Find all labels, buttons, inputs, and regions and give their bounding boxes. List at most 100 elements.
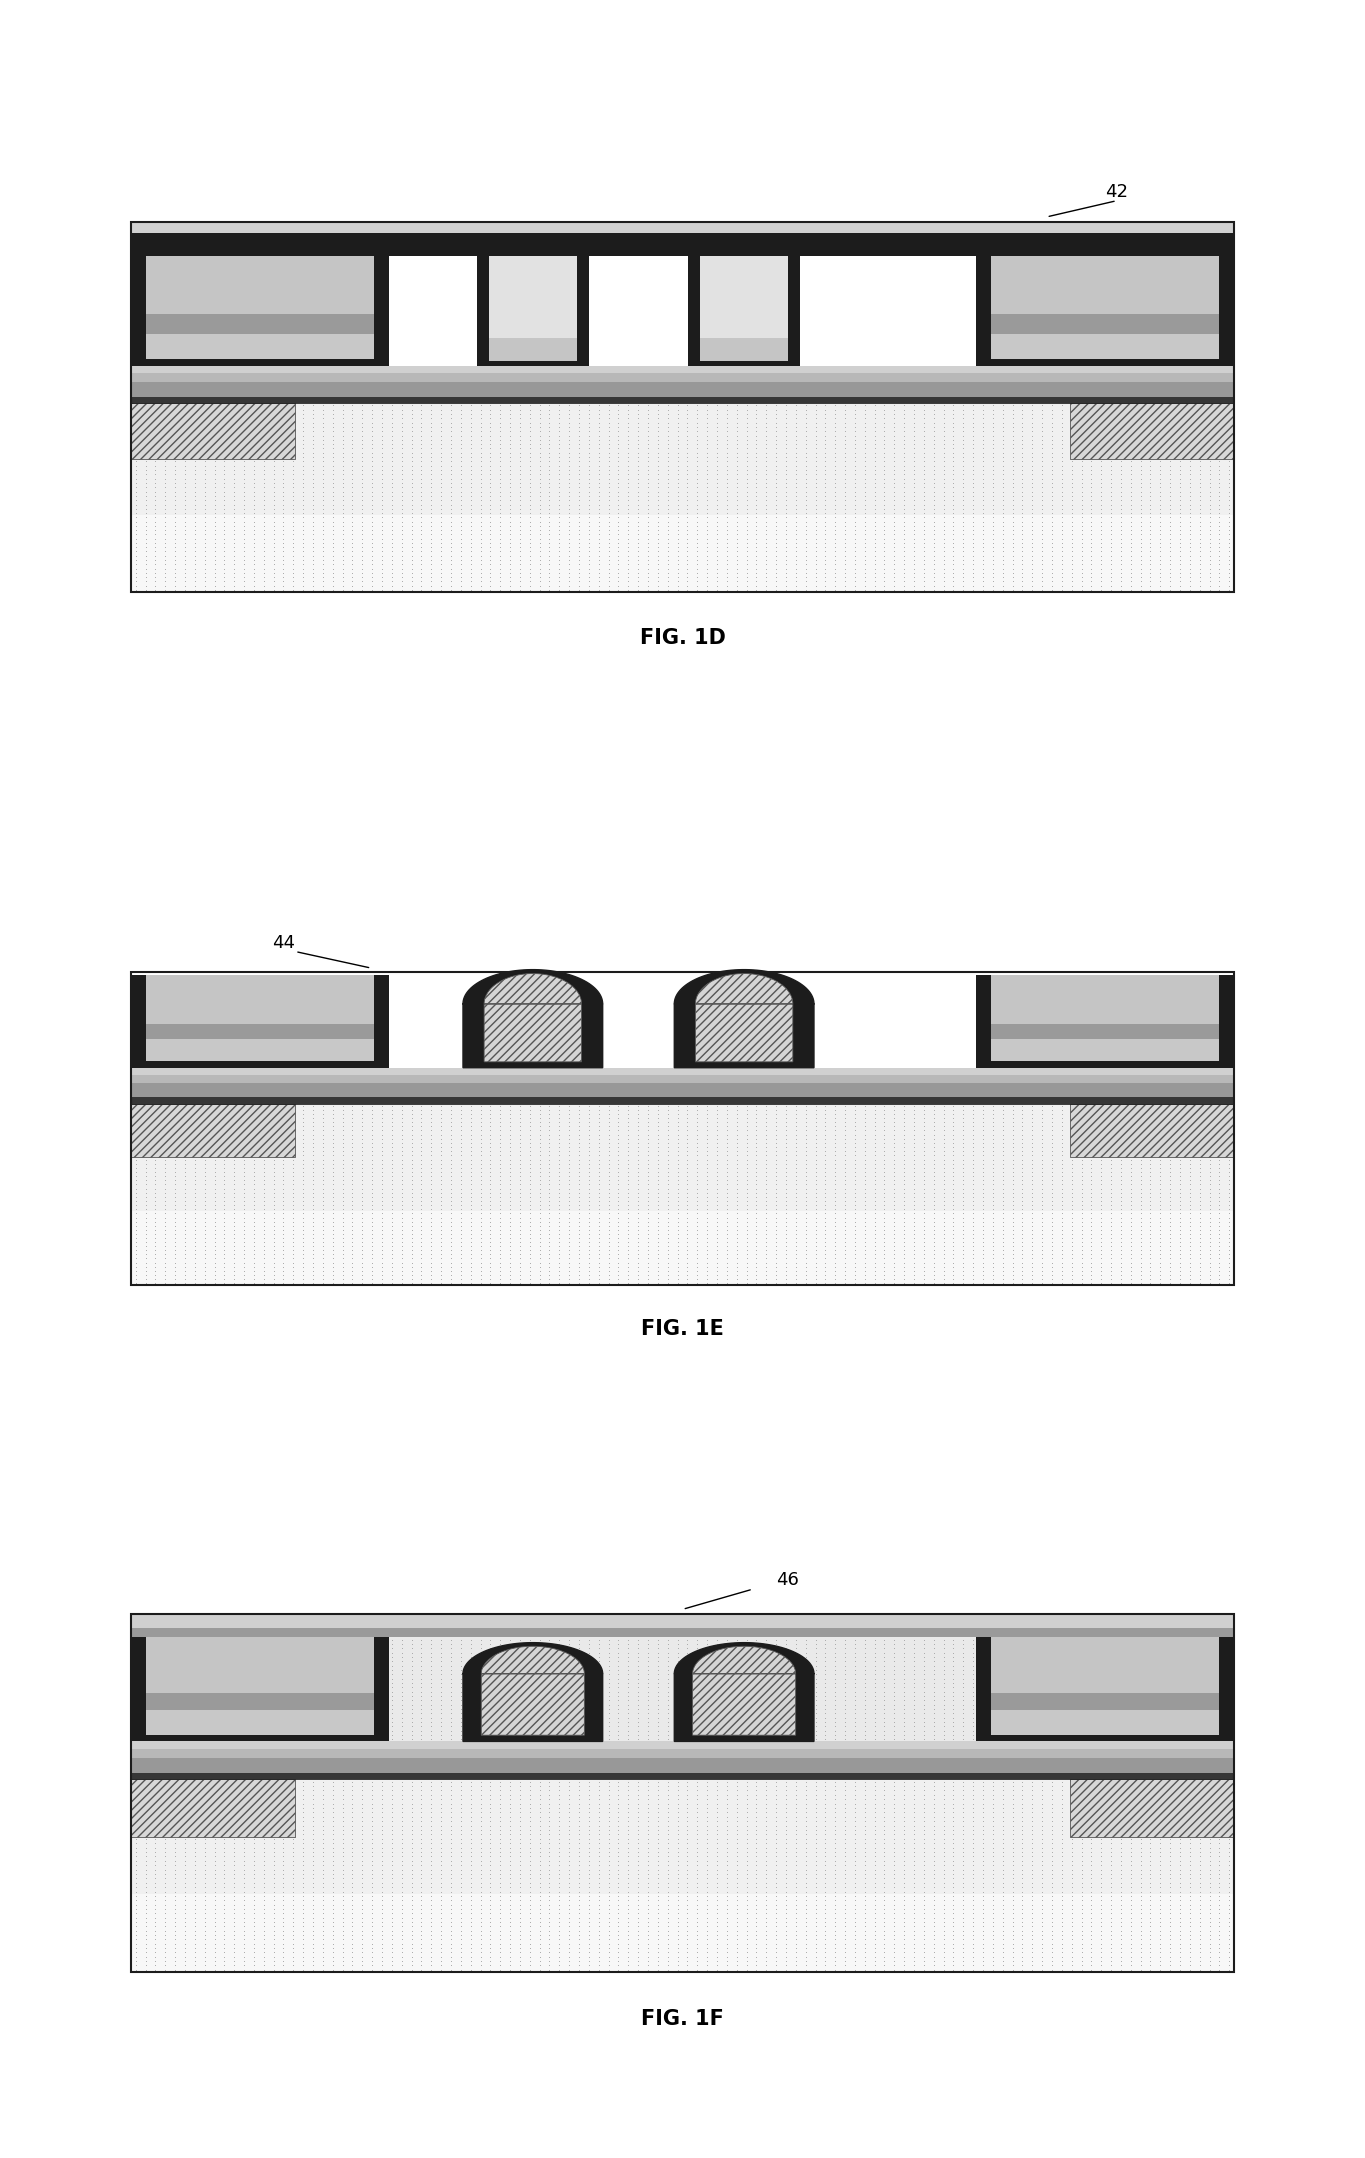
Point xyxy=(411,1657,433,1692)
Point xyxy=(588,488,610,522)
Point xyxy=(677,568,699,602)
Point xyxy=(479,423,501,457)
Point xyxy=(549,1196,571,1230)
Point xyxy=(588,1167,610,1202)
Point xyxy=(1140,1821,1162,1856)
Point xyxy=(1149,1880,1171,1914)
Point xyxy=(184,1228,206,1262)
Point xyxy=(657,1817,678,1852)
Point xyxy=(154,1167,176,1202)
Point xyxy=(864,1200,886,1234)
Point xyxy=(362,1696,384,1731)
Point xyxy=(213,1155,235,1189)
Point xyxy=(637,1146,659,1180)
Point xyxy=(440,514,461,548)
Point xyxy=(992,1906,1014,1940)
Point xyxy=(420,1249,442,1284)
Point xyxy=(332,1847,354,1882)
Point xyxy=(794,1856,816,1890)
Point xyxy=(844,462,865,496)
Point xyxy=(224,1241,246,1275)
Point xyxy=(213,1627,235,1662)
Point xyxy=(450,1657,472,1692)
Point xyxy=(460,1901,482,1936)
Point xyxy=(775,457,797,492)
Point xyxy=(666,453,688,488)
Point xyxy=(687,1800,708,1834)
Point xyxy=(440,1649,461,1683)
Point xyxy=(558,1679,580,1713)
Point xyxy=(577,555,599,589)
Point xyxy=(273,1640,295,1675)
Point xyxy=(1100,1267,1122,1301)
Point xyxy=(666,1804,688,1839)
Point xyxy=(755,466,777,501)
Point xyxy=(1011,1237,1033,1271)
Point xyxy=(332,1817,354,1852)
Point xyxy=(715,1675,737,1709)
Point xyxy=(972,1254,994,1288)
Point xyxy=(509,1122,531,1157)
Point xyxy=(637,1217,659,1252)
Point xyxy=(1070,492,1092,527)
Point xyxy=(1219,535,1241,570)
Point xyxy=(883,414,905,449)
Point xyxy=(1159,1133,1181,1167)
Point xyxy=(794,1137,816,1172)
Point xyxy=(1002,555,1024,589)
Point xyxy=(715,1804,737,1839)
Point xyxy=(135,496,157,531)
Point xyxy=(1041,1640,1063,1675)
Point xyxy=(341,550,363,585)
Point xyxy=(893,401,915,436)
Point xyxy=(598,572,620,606)
Point xyxy=(145,1906,167,1940)
Point xyxy=(1189,1187,1211,1221)
Point xyxy=(577,436,599,470)
Point xyxy=(706,1865,728,1899)
Point xyxy=(568,1817,590,1852)
Point xyxy=(923,1187,945,1221)
Point xyxy=(1198,1770,1220,1804)
Point xyxy=(194,1817,216,1852)
Point xyxy=(1061,1884,1082,1918)
Point xyxy=(687,1126,708,1161)
Point xyxy=(362,1118,384,1152)
Point xyxy=(500,1187,521,1221)
Point xyxy=(1119,1105,1141,1139)
Point xyxy=(253,1949,274,1983)
Point xyxy=(1002,1172,1024,1206)
Point xyxy=(804,1150,826,1185)
Point xyxy=(302,457,324,492)
Point xyxy=(617,1653,639,1688)
Point xyxy=(401,1944,423,1979)
Point xyxy=(401,509,423,544)
Point xyxy=(1149,488,1171,522)
Point xyxy=(362,531,384,565)
Point xyxy=(381,1670,403,1705)
Point xyxy=(390,1808,412,1843)
Point xyxy=(1179,535,1201,570)
Point xyxy=(1110,475,1132,509)
Point xyxy=(401,1953,423,1988)
Point xyxy=(992,1101,1014,1135)
Point xyxy=(715,1640,737,1675)
Point xyxy=(145,1705,167,1739)
Point xyxy=(135,397,157,432)
Point xyxy=(766,527,788,561)
Point xyxy=(736,1692,758,1726)
Point xyxy=(992,1787,1014,1821)
Point xyxy=(519,542,541,576)
Point xyxy=(1002,483,1024,518)
Point xyxy=(677,466,699,501)
Point xyxy=(628,1644,650,1679)
Point xyxy=(864,1787,886,1821)
Point xyxy=(844,1839,865,1873)
Point xyxy=(341,1254,363,1288)
Point xyxy=(628,1245,650,1280)
Point xyxy=(135,1692,157,1726)
Point xyxy=(145,1101,167,1135)
Point xyxy=(736,1245,758,1280)
Point xyxy=(854,1670,876,1705)
Point xyxy=(785,1830,807,1865)
